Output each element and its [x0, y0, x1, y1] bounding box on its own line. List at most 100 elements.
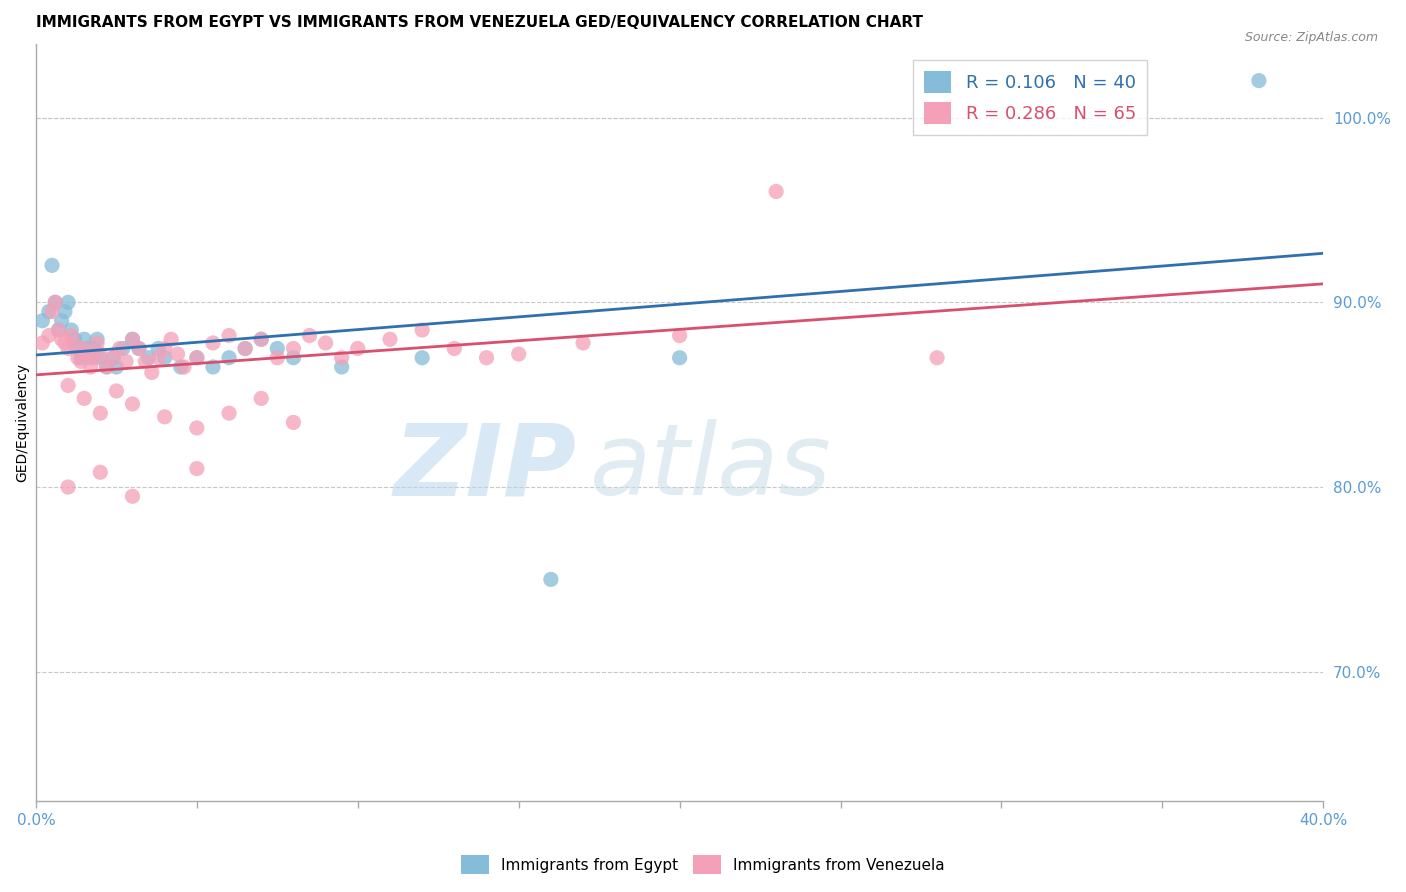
Point: [89, 406, 111, 420]
Point: [173, 359, 195, 374]
Point: [70, 351, 93, 365]
Point: [201, 359, 224, 374]
Point: [170, 359, 193, 374]
Point: [250, 392, 273, 406]
Point: [148, 342, 170, 356]
Point: [121, 332, 143, 346]
Point: [250, 332, 273, 346]
Point: [79, 351, 101, 365]
Point: [60, 328, 83, 343]
Point: [103, 351, 125, 365]
Point: [121, 489, 143, 503]
Point: [41, 258, 63, 272]
Point: [266, 342, 288, 356]
Point: [31, 335, 53, 350]
Point: [218, 406, 240, 420]
Point: [121, 397, 143, 411]
Point: [38, 304, 60, 318]
Legend: Immigrants from Egypt, Immigrants from Venezuela: Immigrants from Egypt, Immigrants from V…: [456, 849, 950, 880]
Point: [330, 359, 353, 374]
Point: [128, 342, 150, 356]
Point: [540, 573, 562, 587]
Text: atlas: atlas: [589, 419, 831, 516]
Text: IMMIGRANTS FROM EGYPT VS IMMIGRANTS FROM VENEZUELA GED/EQUIVALENCY CORRELATION C: IMMIGRANTS FROM EGYPT VS IMMIGRANTS FROM…: [37, 15, 922, 30]
Point: [153, 409, 176, 424]
Point: [134, 354, 156, 368]
Point: [56, 342, 79, 356]
Point: [31, 314, 53, 328]
Point: [121, 332, 143, 346]
Point: [76, 347, 98, 361]
Point: [315, 335, 337, 350]
Point: [138, 351, 160, 365]
Point: [89, 351, 111, 365]
Point: [298, 328, 321, 343]
Point: [218, 328, 240, 343]
Point: [378, 332, 401, 346]
Point: [76, 342, 98, 356]
Point: [668, 328, 690, 343]
Point: [86, 335, 108, 350]
Point: [96, 359, 118, 374]
Point: [233, 342, 256, 356]
Point: [166, 347, 188, 361]
Point: [186, 351, 208, 365]
Point: [186, 351, 208, 365]
Point: [148, 351, 170, 365]
Point: [44, 295, 66, 310]
Point: [38, 328, 60, 343]
Text: ZIP: ZIP: [394, 419, 576, 516]
Point: [105, 359, 128, 374]
Point: [66, 351, 89, 365]
Point: [111, 342, 134, 356]
Point: [51, 314, 73, 328]
Point: [443, 342, 465, 356]
Legend: R = 0.106   N = 40, R = 0.286   N = 65: R = 0.106 N = 40, R = 0.286 N = 65: [914, 61, 1147, 135]
Point: [283, 342, 305, 356]
Point: [73, 342, 96, 356]
Point: [346, 342, 368, 356]
Point: [48, 323, 70, 337]
Point: [56, 295, 79, 310]
Point: [86, 332, 108, 346]
Point: [475, 351, 498, 365]
Point: [83, 351, 105, 365]
Point: [266, 351, 288, 365]
Point: [411, 351, 433, 365]
Point: [48, 323, 70, 337]
Point: [186, 461, 208, 475]
Point: [765, 185, 787, 199]
Point: [160, 332, 183, 346]
Point: [115, 354, 138, 368]
Point: [41, 304, 63, 318]
Point: [128, 342, 150, 356]
Point: [201, 335, 224, 350]
Point: [63, 332, 86, 346]
Point: [53, 335, 76, 350]
Point: [66, 342, 89, 356]
Point: [89, 465, 111, 479]
Point: [73, 332, 96, 346]
Point: [250, 332, 273, 346]
Point: [89, 347, 111, 361]
Point: [56, 378, 79, 392]
Point: [141, 366, 163, 380]
Point: [103, 351, 125, 365]
Point: [83, 342, 105, 356]
Point: [411, 323, 433, 337]
Text: Source: ZipAtlas.com: Source: ZipAtlas.com: [1244, 31, 1378, 45]
Point: [925, 351, 948, 365]
Point: [108, 342, 131, 356]
Point: [283, 351, 305, 365]
Y-axis label: GED/Equivalency: GED/Equivalency: [15, 363, 30, 482]
Point: [186, 421, 208, 435]
Point: [79, 359, 101, 374]
Point: [44, 295, 66, 310]
Point: [153, 342, 176, 356]
Point: [60, 323, 83, 337]
Point: [283, 416, 305, 430]
Point: [56, 480, 79, 494]
Point: [51, 332, 73, 346]
Point: [70, 354, 93, 368]
Point: [668, 351, 690, 365]
